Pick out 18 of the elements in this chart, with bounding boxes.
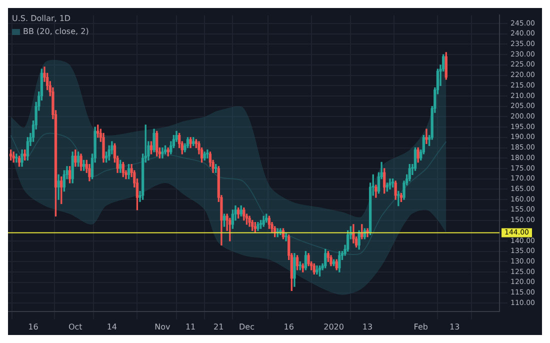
- x-tick-label: 13: [449, 322, 460, 332]
- candlestick: [15, 154, 18, 163]
- chart-title: U.S. Dollar, 1D: [12, 14, 71, 23]
- x-tick-label: Nov: [154, 322, 171, 332]
- x-tick-label: 16: [28, 322, 38, 332]
- x-tick-label: 13: [362, 322, 373, 332]
- x-tick-label: 11: [185, 322, 196, 332]
- x-tick-label: 16: [284, 322, 294, 332]
- x-tick-label: Feb: [414, 322, 428, 332]
- x-tick-label: 21: [214, 322, 224, 332]
- legend-label: BB (20, close, 2): [23, 26, 89, 37]
- x-tick-label: Oct: [68, 322, 82, 332]
- x-tick-label: 14: [106, 322, 118, 332]
- x-tick-label: 2020: [324, 322, 344, 332]
- candlestick: [425, 128, 428, 144]
- x-tick-label: Dec: [238, 322, 254, 332]
- candlestick: [284, 232, 288, 242]
- line-series: [10, 132, 447, 255]
